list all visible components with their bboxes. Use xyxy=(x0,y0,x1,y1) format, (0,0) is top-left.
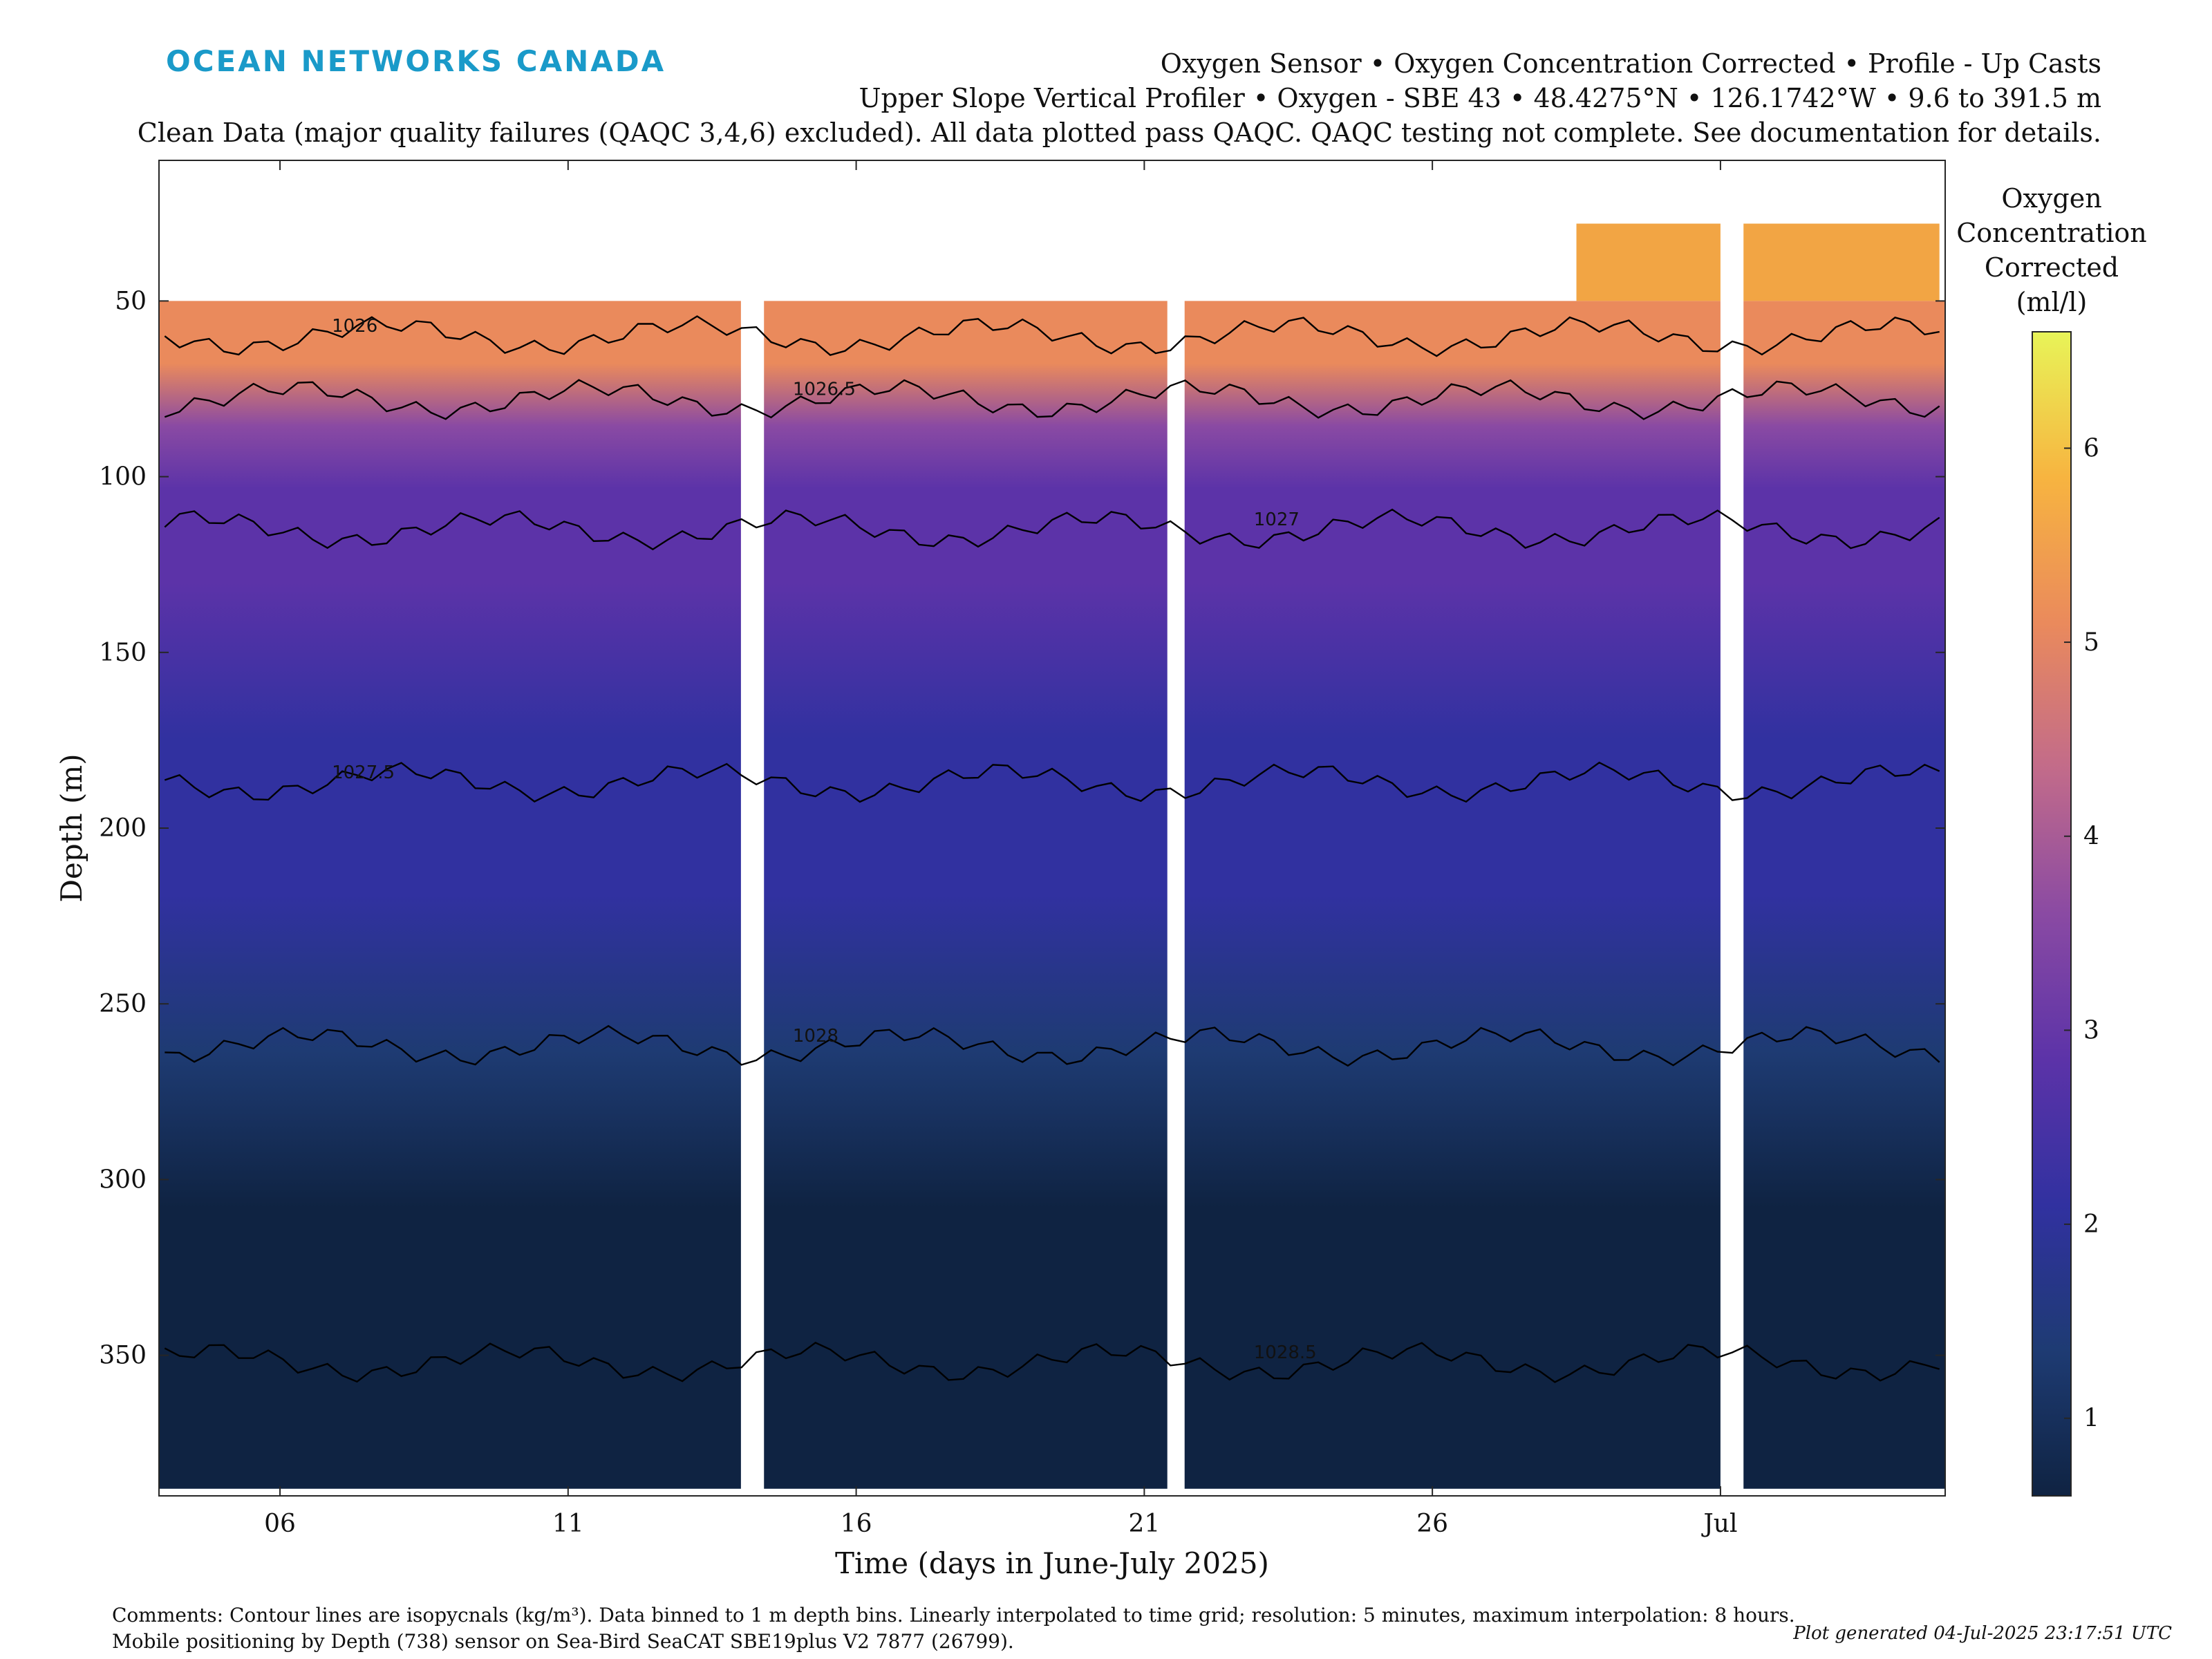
colorbar-tick-label: 5 xyxy=(2083,628,2099,657)
colorbar xyxy=(2032,331,2072,1497)
contour-label-1027: 1027 xyxy=(1254,509,1300,530)
data-gap xyxy=(1167,160,1185,1496)
y-tick-label: 250 xyxy=(99,990,147,1018)
colorbar-tick-label: 3 xyxy=(2083,1016,2099,1044)
contour-label-1026: 1026 xyxy=(332,316,377,337)
x-tick-label: Jul xyxy=(1700,1510,1737,1538)
brand-logo-text: OCEAN NETWORKS CANADA xyxy=(166,44,666,78)
isopycnal-1026.5 xyxy=(164,379,1940,420)
y-tick-label: 50 xyxy=(115,287,147,315)
isopycnal-1028 xyxy=(165,1024,1940,1067)
x-tick-label: 16 xyxy=(841,1510,872,1538)
plot-generated-timestamp: Plot generated 04-Jul-2025 23:17:51 UTC xyxy=(1793,1623,2172,1644)
x-tick-label: 06 xyxy=(264,1510,296,1538)
colorbar-tick-label: 1 xyxy=(2083,1405,2099,1433)
y-tick-label: 350 xyxy=(99,1342,147,1370)
bottom-no-data xyxy=(159,1488,1945,1496)
y-tick-label: 200 xyxy=(99,814,147,843)
colorbar-title-line: (ml/l) xyxy=(2016,287,2088,317)
header-line-1: Oxygen Sensor • Oxygen Concentration Cor… xyxy=(1160,48,2101,79)
colorbar-tick-label: 4 xyxy=(2083,823,2099,851)
surface-high-oxygen-patch xyxy=(1576,223,1940,301)
x-tick-label: 26 xyxy=(1416,1510,1448,1538)
isopycnal-1028.5 xyxy=(164,1342,1940,1383)
oxygen-field xyxy=(159,301,1945,1489)
contour-label-1026.5: 1026.5 xyxy=(793,379,856,400)
colorbar-title-line: Concentration xyxy=(1956,218,2147,248)
x-tick-label: 11 xyxy=(552,1510,584,1538)
colorbar-title-line: Corrected xyxy=(1985,252,2119,283)
y-tick-label: 150 xyxy=(99,639,147,667)
header-line-2: Upper Slope Vertical Profiler • Oxygen -… xyxy=(859,83,2102,113)
header-line-3: Clean Data (major quality failures (QAQC… xyxy=(137,118,2101,148)
y-axis-label: Depth (m) xyxy=(55,753,88,902)
data-gap xyxy=(1720,160,1744,1496)
comments-text: Comments: Contour lines are isopycnals (… xyxy=(112,1604,1795,1653)
colorbar-tick-label: 2 xyxy=(2083,1210,2099,1239)
colorbar-tick-label: 6 xyxy=(2083,434,2099,462)
x-axis-label: Time (days in June-July 2025) xyxy=(835,1546,1269,1580)
contour-label-1028.5: 1028.5 xyxy=(1254,1342,1317,1363)
contour-label-1027.5: 1027.5 xyxy=(332,762,395,783)
isopycnal-1027.5 xyxy=(164,761,1940,803)
data-gap xyxy=(740,160,765,1496)
y-tick-label: 300 xyxy=(99,1165,147,1194)
contour-label-1028: 1028 xyxy=(793,1026,838,1047)
isopycnal-1027 xyxy=(164,508,1940,551)
y-tick-label: 100 xyxy=(99,463,147,491)
colorbar-title-line: Oxygen xyxy=(2001,183,2101,214)
x-tick-label: 21 xyxy=(1128,1510,1160,1538)
isopycnal-1026 xyxy=(164,315,1940,357)
